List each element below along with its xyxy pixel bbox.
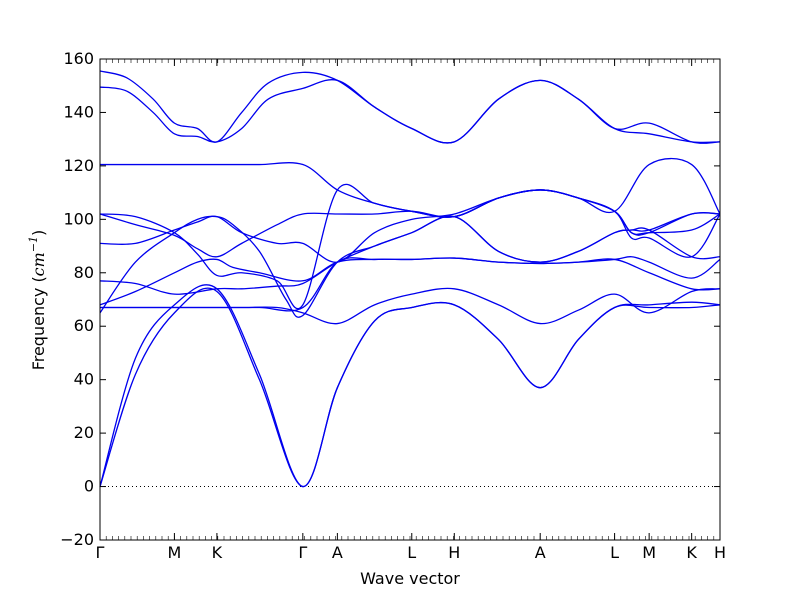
band-line-11 — [99, 157, 721, 218]
y-tick-label: 20 — [74, 423, 94, 442]
band-line-8 — [99, 189, 721, 263]
band-line-13 — [99, 70, 721, 144]
x-tick-label: L — [407, 543, 416, 562]
plot-area — [99, 70, 721, 488]
y-axis-label-suffix: ) — [29, 230, 48, 236]
y-axis-label-prefix: Frequency ( — [29, 276, 48, 370]
x-tick-label: H — [448, 543, 460, 562]
x-axis-label: Wave vector — [360, 569, 460, 588]
x-tick-label: A — [535, 543, 546, 562]
x-tick-label: K — [686, 543, 697, 562]
x-tick-label: Γ — [96, 543, 105, 562]
band-line-3 — [100, 287, 721, 325]
x-tick-label: Γ — [298, 543, 307, 562]
y-tick-label: 40 — [74, 370, 94, 389]
y-tick-label: 0 — [84, 477, 94, 496]
y-tick-label: 80 — [74, 263, 94, 282]
plot-frame — [99, 58, 721, 541]
y-axis: −20 0 20 40 60 80 100 120 140 160 — [60, 49, 720, 549]
x-tick-label: M — [167, 543, 181, 562]
y-tick-label: −20 — [60, 530, 94, 549]
x-minor-ticks — [99, 59, 721, 540]
y-axis-label-unit: cm — [29, 252, 48, 276]
y-tick-label: 160 — [63, 49, 94, 68]
y-tick-label: 60 — [74, 316, 94, 335]
band-line-9 — [99, 189, 721, 258]
x-tick-label: M — [642, 543, 656, 562]
band-line-12 — [99, 79, 721, 144]
x-tick-label: K — [212, 543, 223, 562]
x-tick-label: A — [332, 543, 343, 562]
y-axis-label-exponent: −1 — [27, 236, 40, 252]
y-tick-label: 120 — [63, 156, 94, 175]
band-line-2 — [99, 284, 721, 488]
y-axis-label: Frequency (cm−1) — [27, 230, 48, 371]
y-tick-label: 100 — [63, 209, 94, 228]
y-tick-label: 140 — [63, 102, 94, 121]
x-tick-label: H — [714, 543, 726, 562]
band-line-5 — [99, 256, 721, 306]
band-line-1 — [99, 287, 721, 488]
x-tick-label: L — [610, 543, 619, 562]
band-line-4 — [100, 257, 721, 312]
